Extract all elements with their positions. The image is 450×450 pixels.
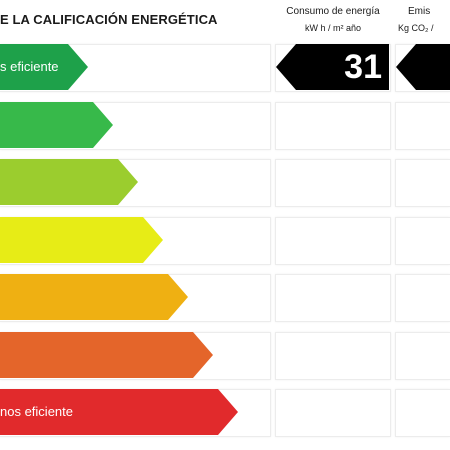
emissions-cell-2: [395, 102, 450, 150]
emissions-header: Emis Kg CO₂ /: [396, 4, 450, 36]
rating-bar-6: [0, 332, 213, 378]
emissions-cell-7: [395, 389, 450, 437]
emissions-cell-3: [395, 159, 450, 207]
consumption-value: 31: [344, 48, 382, 86]
most-efficient-label: s eficiente: [0, 59, 59, 74]
rating-bar-2: [0, 102, 113, 148]
consumption-cell-7: [275, 389, 391, 437]
emissions-cell-5: [395, 274, 450, 322]
consumption-cell-5: [275, 274, 391, 322]
rating-bar-3: [0, 159, 138, 205]
consumption-cell-2: [275, 102, 391, 150]
least-efficient-label: nos eficiente: [0, 404, 73, 419]
rating-bar-7: [0, 389, 238, 435]
rating-bar-1: [0, 44, 88, 90]
consumption-unit: kW h / m² año: [304, 23, 361, 33]
emissions-cell-4: [395, 217, 450, 265]
rating-bar-4: [0, 217, 163, 263]
consumption-indicator: [276, 44, 389, 90]
consumption-cell-4: [275, 217, 391, 265]
consumption-cell-3: [275, 159, 391, 207]
consumption-title: Consumo de energía: [286, 6, 380, 17]
consumption-header: Consumo de energía kW h / m² año: [276, 4, 390, 36]
rating-bar-5: [0, 274, 188, 320]
label-title: E LA CALIFICACIÓN ENERGÉTICA: [0, 12, 218, 27]
emissions-title: Emis: [408, 6, 431, 17]
emissions-cell-6: [395, 332, 450, 380]
emissions-unit: Kg CO₂ /: [398, 23, 434, 33]
consumption-cell-6: [275, 332, 391, 380]
